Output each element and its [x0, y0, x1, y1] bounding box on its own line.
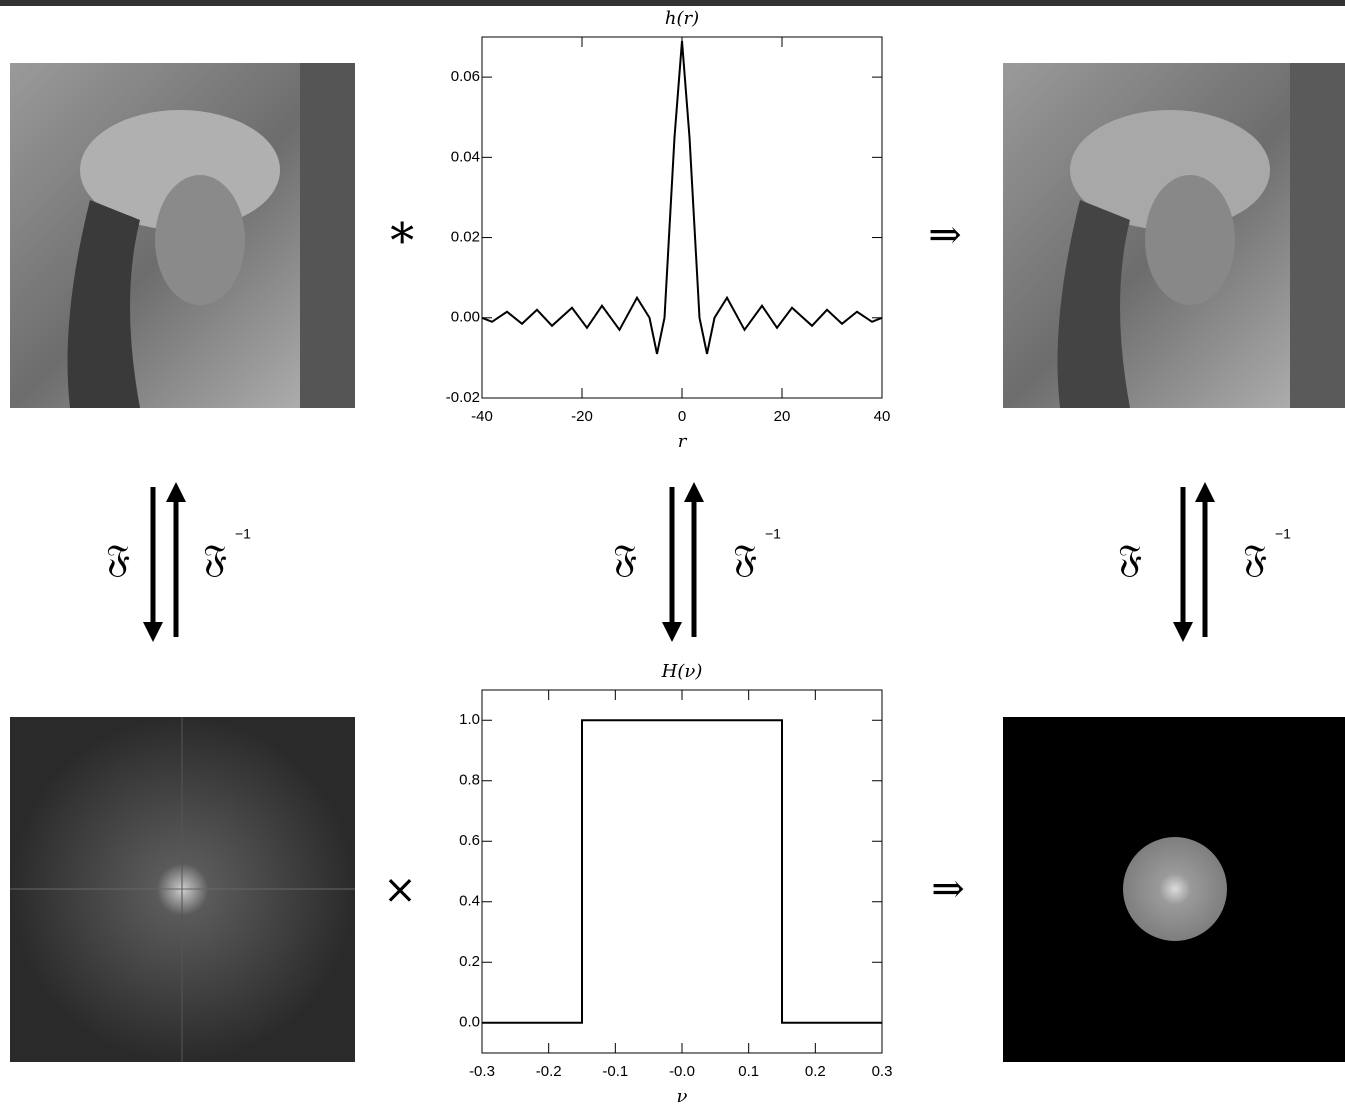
x-tick-label: 0.2: [805, 1063, 826, 1080]
implies-symbol: ⇒: [928, 212, 962, 258]
y-tick-label: 0.6: [459, 832, 480, 849]
x-tick-label: -20: [571, 408, 593, 425]
y-tick-label: 0.02: [451, 229, 480, 246]
forward-transform-label: 𝔉: [613, 537, 637, 581]
x-tick-label: -0.0: [669, 1063, 695, 1080]
y-tick-label: 0.04: [451, 148, 480, 165]
x-tick-label: 40: [874, 408, 891, 425]
x-tick-label: -0.2: [536, 1063, 562, 1080]
x-axis-label: r: [678, 431, 688, 452]
multiply-symbol: ×: [383, 867, 417, 913]
plot-frame: [481, 36, 883, 399]
y-tick-label: 0.06: [451, 68, 480, 85]
transform-arrows: [143, 482, 1215, 642]
x-tick-label: -0.1: [602, 1063, 628, 1080]
y-tick-label: 0.4: [459, 893, 480, 910]
chart-title: H(ν): [661, 661, 703, 682]
inverse-exponent: −1: [1275, 526, 1291, 542]
y-tick-label: -0.02: [446, 389, 480, 406]
filtered-spectrum-image: [1003, 717, 1345, 1062]
x-axis-label: ν: [677, 1086, 688, 1105]
spectrum-image: [10, 717, 355, 1062]
output-image: [1003, 63, 1345, 408]
y-tick-label: 0.8: [459, 772, 480, 789]
inverse-exponent: −1: [235, 526, 251, 542]
y-tick-label: 1.0: [459, 711, 480, 728]
convolve-symbol: ∗: [386, 204, 419, 260]
inverse-transform-label: 𝔉: [1243, 537, 1267, 581]
x-tick-label: 20: [774, 408, 791, 425]
x-tick-label: 0.1: [738, 1063, 759, 1080]
forward-transform-label: 𝔉: [1118, 537, 1142, 581]
forward-transform-label: 𝔉: [106, 537, 130, 581]
inverse-exponent: −1: [765, 526, 781, 542]
implies-symbol: ⇒: [931, 866, 965, 912]
data-line: [482, 719, 882, 1024]
plot-frame: [481, 689, 883, 1054]
x-tick-label: -0.3: [469, 1063, 495, 1080]
x-tick-label: -40: [471, 408, 493, 425]
chart-title: h(r): [665, 8, 699, 29]
x-tick-label: 0: [678, 408, 686, 425]
inverse-transform-label: 𝔉: [733, 537, 757, 581]
top-bar: [0, 0, 1345, 6]
y-tick-label: 0.00: [451, 309, 480, 326]
x-tick-label: 0.3: [872, 1063, 893, 1080]
input-image: [10, 63, 355, 408]
y-tick-label: 0.0: [459, 1014, 480, 1031]
inverse-transform-label: 𝔉: [203, 537, 227, 581]
data-line: [481, 40, 883, 355]
y-tick-label: 0.2: [459, 953, 480, 970]
